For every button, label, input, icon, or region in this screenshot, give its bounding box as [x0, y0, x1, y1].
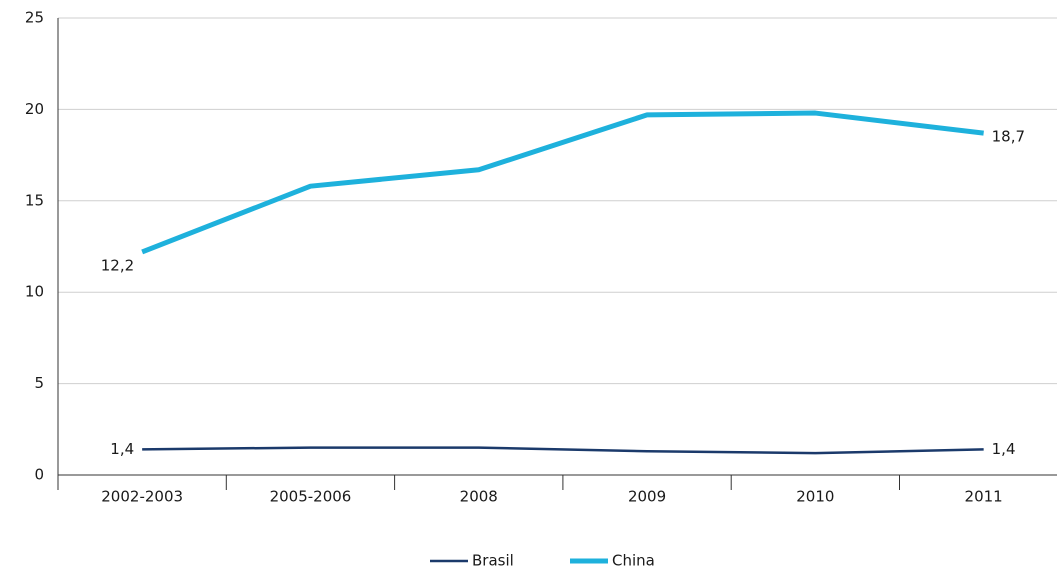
- legend-label: China: [612, 552, 655, 570]
- value-label: 1,4: [110, 440, 134, 458]
- line: [142, 446, 984, 455]
- x-tick-label: 2009: [628, 488, 666, 506]
- y-tick-label: 5: [34, 374, 44, 392]
- value-label: 18,7: [992, 128, 1025, 146]
- value-label: 12,2: [101, 256, 134, 274]
- line: [141, 110, 984, 255]
- y-tick-label: 25: [25, 9, 44, 27]
- y-tick-label: 0: [34, 466, 44, 484]
- value-label: 1,4: [992, 440, 1016, 458]
- x-tick-label: 2008: [460, 488, 498, 506]
- legend-label: Brasil: [472, 552, 514, 570]
- x-tick-label: 2005-2006: [270, 488, 352, 506]
- x-tick-label: 2011: [965, 488, 1003, 506]
- y-tick-label: 20: [25, 100, 44, 118]
- y-tick-label: 10: [25, 283, 44, 301]
- x-tick-label: 2002-2003: [101, 488, 183, 506]
- y-tick-label: 15: [25, 191, 44, 209]
- x-tick-label: 2010: [796, 488, 834, 506]
